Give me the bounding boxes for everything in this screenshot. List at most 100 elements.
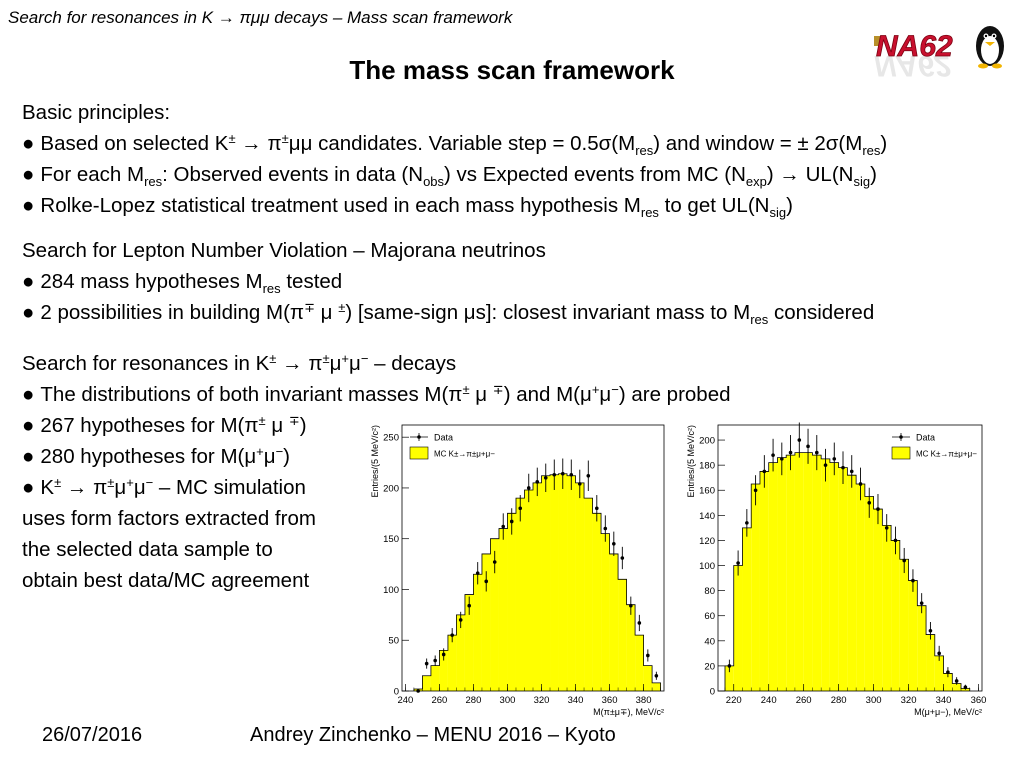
data-point	[450, 633, 454, 637]
mc-bar	[733, 565, 743, 691]
y-axis-label: Entries/(5 MeV/c²)	[370, 425, 380, 498]
lnv-bullet-2: ● 2 possibilities in building M(π∓ μ ±) […	[22, 300, 875, 327]
mc-bar	[550, 474, 559, 691]
data-point	[858, 482, 863, 486]
mc-bar	[917, 605, 927, 691]
data-point	[771, 453, 775, 457]
legend-data-marker	[417, 435, 421, 439]
mc-bar	[626, 604, 636, 691]
data-point	[902, 558, 906, 563]
res-bullet-1: ● The distributions of both invariant mas…	[22, 382, 731, 406]
mc-bar	[847, 475, 857, 691]
mc-bar	[873, 509, 883, 691]
mc-bar	[768, 462, 778, 691]
y-tick-label: 60	[704, 611, 715, 622]
data-point	[441, 652, 446, 657]
data-point	[535, 480, 540, 484]
lnv-bullet-1: ● 284 mass hypotheses Mres tested	[22, 270, 343, 296]
slide-title: The mass scan framework	[349, 55, 675, 85]
basic-bullet-2: ● For each Mres: Observed events in data …	[22, 163, 877, 189]
data-point	[637, 621, 642, 625]
basic-bullet-3: ● Rolke-Lopez statistical treatment used …	[22, 194, 793, 220]
mc-bar	[821, 458, 830, 691]
mc-bar	[786, 455, 795, 691]
mc-bar	[533, 482, 542, 691]
mc-bar	[464, 594, 474, 691]
x-tick-label: 340	[568, 695, 584, 706]
y-tick-label: 140	[699, 511, 715, 522]
mc-bar	[507, 513, 516, 691]
data-point	[577, 482, 582, 486]
y-axis-label: Entries/(5 MeV/c²)	[686, 425, 696, 498]
mc-bar	[908, 580, 918, 691]
mc-bar	[524, 489, 533, 691]
data-point	[814, 450, 819, 455]
mc-bar	[891, 540, 900, 691]
legend-mc-label: MC K±→π±μ+μ−	[434, 450, 495, 459]
y-tick-label: 100	[699, 561, 715, 572]
x-tick-label: 360	[602, 695, 618, 706]
data-point	[518, 506, 523, 511]
data-point	[594, 506, 599, 511]
x-tick-label: 280	[831, 695, 847, 706]
data-point	[954, 679, 959, 683]
y-tick-label: 0	[710, 687, 715, 698]
res-bullet-3: ● 280 hypotheses for M(μ+μ−)	[22, 444, 290, 468]
mc-bar	[643, 665, 653, 691]
data-point	[736, 561, 740, 565]
mc-bar	[838, 467, 848, 691]
mc-bar	[812, 455, 822, 691]
mc-bar	[618, 579, 627, 691]
data-point	[424, 661, 429, 666]
mc-bar	[456, 614, 465, 691]
data-point	[458, 618, 463, 622]
x-tick-label: 260	[431, 695, 447, 706]
histogram-pimu: 240 260 280 300 320 340 360 380 0 50 100 150 200 250E…	[364, 417, 670, 717]
mc-bar	[498, 528, 508, 691]
y-tick-label: 50	[388, 636, 399, 647]
data-point	[823, 463, 828, 467]
data-point	[849, 469, 854, 474]
mc-bar	[742, 527, 752, 691]
x-tick-label: 260	[796, 695, 812, 706]
mc-bar	[652, 682, 661, 691]
y-tick-label: 0	[394, 687, 399, 698]
mc-bar	[481, 553, 491, 691]
legend-mc-label: MC K±→π±μ+μ−	[916, 450, 977, 459]
svg-text:NA62: NA62	[874, 49, 951, 80]
lnv-heading: Search for Lepton Number Violation – Maj…	[22, 239, 546, 262]
data-point	[569, 472, 574, 477]
y-tick-label: 160	[699, 486, 715, 497]
mc-bar	[439, 650, 448, 691]
data-point	[620, 556, 625, 560]
mc-bar	[567, 475, 576, 691]
mc-bar	[490, 538, 499, 691]
res-bullet-4: ● K± → π±μ+μ− – MC simulation	[22, 475, 306, 499]
penguin-icon	[976, 26, 1004, 69]
mc-bar	[601, 533, 610, 691]
x-tick-label: 300	[866, 695, 882, 706]
data-point	[560, 471, 565, 476]
header-title: Search for resonances in K → πμμ decays …	[8, 8, 513, 27]
data-point	[753, 488, 758, 493]
data-point	[586, 473, 591, 478]
y-tick-label: 120	[699, 536, 715, 547]
data-point	[501, 524, 506, 529]
x-tick-label: 240	[397, 695, 413, 706]
mc-bar	[759, 471, 769, 691]
x-tick-label: 360	[971, 695, 987, 706]
data-point	[841, 465, 845, 470]
mc-bar	[952, 683, 962, 691]
data-point	[876, 507, 880, 511]
data-point	[433, 658, 437, 663]
x-tick-label: 240	[761, 695, 777, 706]
res-cont-1: uses form factors extracted from	[22, 507, 316, 530]
data-point	[832, 457, 837, 461]
mc-bar	[575, 482, 585, 691]
x-tick-label: 300	[500, 695, 516, 706]
data-point	[937, 651, 941, 656]
mc-bar	[751, 483, 760, 691]
legend-data-marker	[899, 435, 903, 439]
x-tick-label: 220	[726, 695, 742, 706]
res-heading: Search for resonances in K± → π±μ+μ− – d…	[22, 351, 457, 375]
